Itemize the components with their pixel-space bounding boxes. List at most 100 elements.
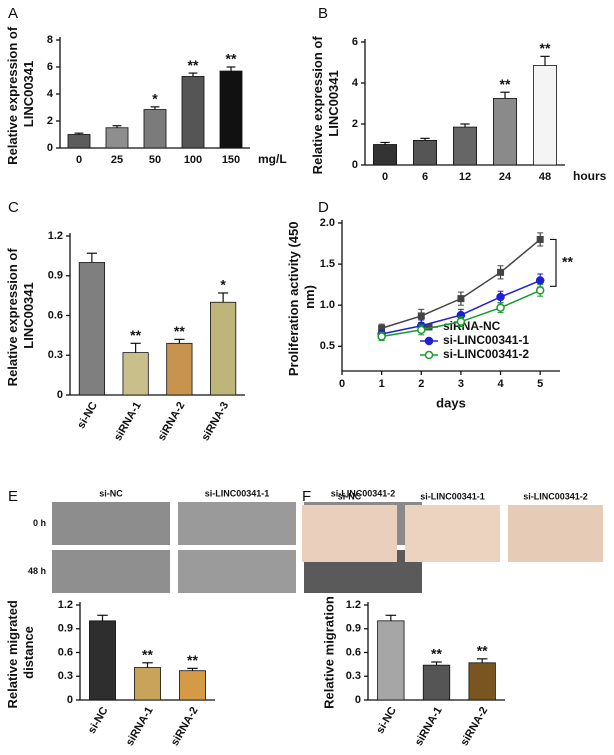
x-tick-label: 0 (76, 154, 82, 166)
marker (496, 303, 505, 312)
bar (492, 97, 517, 166)
y-tick-label: 2 (352, 118, 358, 130)
marker (424, 350, 434, 360)
x-tick-label: 1 (379, 378, 385, 390)
panel-letter: D (318, 199, 329, 216)
x-tick-label: siRNA-1 (413, 705, 445, 748)
significance: ** (174, 323, 185, 339)
x-tick-label: 48 (539, 171, 551, 183)
y-tick-label: 0.6 (58, 646, 73, 658)
x-tick-label: 0 (382, 171, 388, 183)
y-tick-label: 1.2 (346, 599, 361, 611)
x-tick-label: 50 (149, 154, 161, 166)
x-tick-label: 5 (537, 378, 543, 390)
significance: ** (431, 646, 442, 662)
x-tick-label: siRNA-2 (458, 705, 490, 748)
y-tick-label: 0.3 (58, 670, 73, 682)
bar (179, 670, 206, 701)
bar (533, 65, 558, 166)
marker (425, 323, 433, 331)
significance: ** (188, 57, 199, 73)
significance: ** (540, 40, 551, 56)
micrograph (52, 502, 170, 545)
x-tick-label: 25 (111, 154, 123, 166)
image-column-label: si-NC (338, 491, 362, 501)
micrograph (508, 505, 603, 562)
y-axis-label: Relative expression of LINC00341 (311, 33, 342, 175)
y-tick-label: 4 (47, 88, 54, 100)
marker (424, 336, 434, 346)
x-axis-label: days (436, 395, 466, 410)
significance: ** (187, 652, 198, 668)
x-tick-label: 12 (459, 171, 471, 183)
marker (536, 235, 544, 243)
x-tick-label: siRNA-1 (112, 400, 144, 443)
y-tick-label: 1.2 (48, 230, 63, 242)
marker (417, 312, 425, 320)
significance: ** (142, 646, 153, 662)
bar (422, 664, 451, 701)
x-tick-label: siRNA-2 (169, 705, 201, 748)
y-tick-label: 0.9 (58, 623, 73, 635)
image-column-label: si-LINC00341-1 (420, 491, 485, 501)
bar (412, 139, 437, 166)
y-axis-label-line: Relative expression of (6, 245, 21, 387)
image-row-label: 48 h (28, 566, 46, 576)
micrograph (405, 505, 500, 562)
significance: ** (130, 327, 141, 343)
x-tick-label: 4 (497, 378, 504, 390)
y-axis-label: Relative migration (321, 596, 336, 709)
bar (219, 70, 243, 149)
y-tick-label: 0 (47, 142, 53, 154)
image-column-label: si-LINC00341-2 (331, 488, 396, 498)
y-tick-label: 0.5 (320, 340, 335, 352)
bar (468, 662, 496, 701)
marker (378, 324, 386, 332)
significance: ** (562, 254, 573, 270)
y-tick-label: 6 (47, 61, 53, 73)
y-tick-label: 0 (57, 389, 63, 401)
image-row-label: 0 h (33, 518, 46, 528)
x-tick-label: 0 (339, 378, 345, 390)
x-tick-label: 3 (458, 378, 464, 390)
y-axis-label-line: Relative expression of (311, 33, 326, 175)
x-tick-label: si-NC (75, 400, 100, 431)
y-tick-label: 0.9 (346, 623, 361, 635)
micrograph (302, 505, 397, 562)
marker (457, 295, 465, 303)
y-axis-label: Relative expression of LINC00341 (6, 245, 37, 387)
marker (535, 286, 545, 295)
bar (372, 144, 397, 166)
y-axis-label: Relative expression of LINC00341 (6, 23, 37, 165)
marker (535, 276, 545, 285)
y-tick-label: 0.9 (48, 270, 63, 282)
y-tick-label: 0 (67, 694, 73, 706)
x-axis-label: mg/L (258, 152, 287, 166)
y-axis-label-line: LINC00341 (21, 61, 36, 127)
y-axis-label-line: Relative migrated (6, 597, 21, 709)
micrograph (178, 550, 296, 593)
panel-letter: A (8, 5, 18, 22)
panel-letter: E (8, 488, 18, 505)
bar (78, 262, 105, 396)
y-tick-label: 1.2 (58, 599, 73, 611)
bar (67, 134, 91, 149)
micrograph (52, 550, 170, 593)
significance: ** (226, 51, 237, 67)
y-tick-label: 0.3 (48, 349, 63, 361)
y-axis-label-line: LINC00341 (21, 282, 36, 348)
y-axis-label-line: LINC00341 (326, 70, 341, 136)
image-column-label: si-NC (99, 488, 123, 498)
marker (497, 268, 505, 276)
bar (210, 301, 237, 396)
bar (452, 126, 477, 166)
y-tick-label: 8 (47, 34, 53, 46)
micrograph (178, 502, 296, 545)
significance: * (220, 277, 226, 293)
marker (496, 292, 505, 302)
x-tick-label: si-NC (374, 705, 399, 736)
x-tick-label: 2 (418, 378, 424, 390)
y-tick-label: 2 (47, 115, 53, 127)
y-tick-label: 1.0 (320, 299, 335, 311)
